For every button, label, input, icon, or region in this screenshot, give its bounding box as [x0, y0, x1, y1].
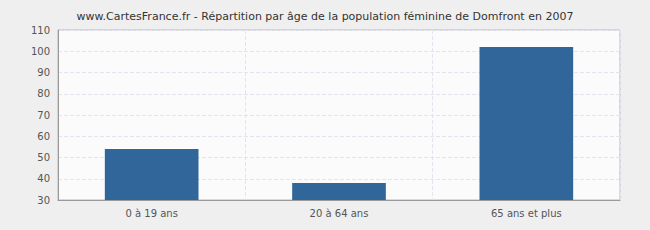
- svg-text:www.CartesFrance.fr - Répartit: www.CartesFrance.fr - Répartition par âg…: [77, 10, 574, 23]
- svg-text:30: 30: [37, 195, 50, 206]
- svg-text:110: 110: [31, 25, 50, 36]
- svg-text:80: 80: [37, 88, 50, 99]
- svg-text:60: 60: [37, 131, 50, 142]
- svg-text:20 à 64 ans: 20 à 64 ans: [310, 208, 369, 219]
- svg-text:40: 40: [37, 173, 50, 184]
- svg-text:70: 70: [37, 110, 50, 121]
- svg-text:50: 50: [37, 152, 50, 163]
- svg-text:0 à 19 ans: 0 à 19 ans: [125, 208, 177, 219]
- svg-text:65 ans et plus: 65 ans et plus: [491, 208, 562, 219]
- svg-text:90: 90: [37, 67, 50, 78]
- svg-text:100: 100: [31, 46, 50, 57]
